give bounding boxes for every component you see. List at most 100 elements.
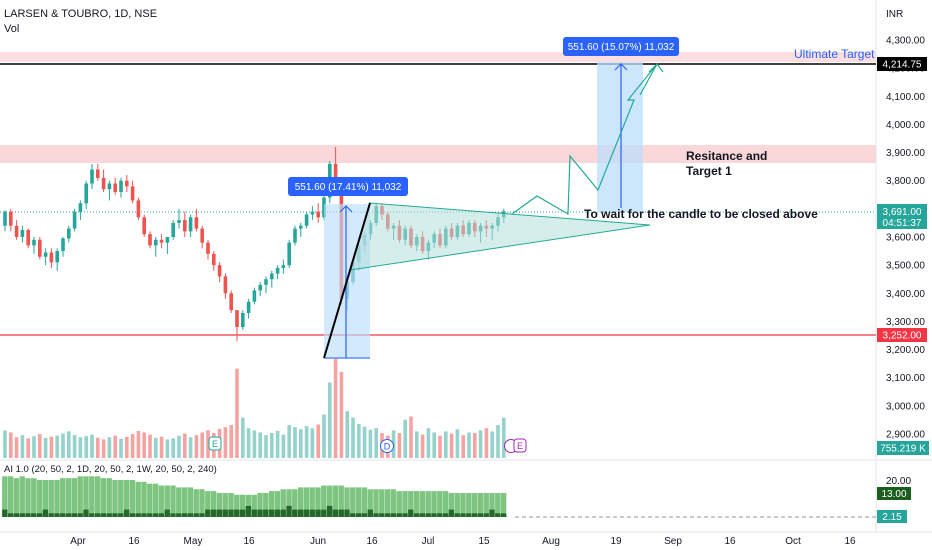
- volume-bar: [26, 438, 30, 458]
- volume-bar: [304, 426, 309, 458]
- indicator-bar: [292, 489, 298, 517]
- indicator-bar: [268, 491, 275, 517]
- candle-body: [304, 214, 309, 226]
- volume-bar: [229, 425, 233, 458]
- candle-body: [264, 279, 268, 285]
- indicator-bar-low: [210, 509, 217, 517]
- candle-body: [154, 239, 158, 246]
- candle-body: [38, 239, 42, 257]
- candle-body: [270, 273, 274, 280]
- volume-bar: [171, 438, 175, 458]
- volume-bar: [299, 429, 303, 458]
- indicator-bar-low: [454, 513, 460, 517]
- indicator-bar-low: [48, 513, 54, 517]
- indicator-bar-low: [170, 513, 176, 517]
- volume-bar: [473, 433, 477, 458]
- indicator-bar: [495, 492, 501, 517]
- indicator-bar: [228, 492, 234, 517]
- indicator-bar: [350, 487, 356, 517]
- indicator-bar-low: [413, 513, 420, 517]
- indicator-bar: [257, 492, 263, 517]
- indicator-bar-low: [466, 513, 472, 517]
- indicator-bar: [326, 485, 333, 517]
- indicator-bar-low: [297, 509, 304, 517]
- indicator-bar-low: [31, 513, 37, 517]
- indicator-bar: [332, 485, 339, 517]
- currency-label: INR: [886, 9, 903, 20]
- candle-body: [217, 265, 222, 277]
- indicator-bar-low: [274, 509, 281, 517]
- candle-body: [90, 169, 94, 184]
- candle-body: [107, 183, 112, 190]
- volume-bar: [351, 417, 355, 458]
- current-price-tag: 3,691.00: [883, 207, 922, 218]
- indicator-bar-low: [7, 513, 14, 517]
- indicator-bar: [425, 491, 431, 517]
- volume-tag: 755.219 K: [880, 444, 926, 455]
- measure-box-large[interactable]: [597, 62, 643, 212]
- volume-bar: [293, 427, 297, 458]
- price-axis[interactable]: 4,300.004,200.004,100.004,000.003,900.00…: [886, 36, 925, 441]
- volume-bar: [113, 435, 117, 458]
- price-tick-label: 4,300.00: [886, 36, 925, 47]
- candle-body: [136, 200, 141, 218]
- indicator-bar-low: [141, 513, 147, 517]
- volume-bar: [322, 414, 326, 458]
- measure-arrowhead-large: [614, 63, 628, 71]
- indicator-bar-low: [83, 509, 89, 517]
- indicator-bar-low: [286, 505, 292, 517]
- volume-bar: [200, 432, 204, 458]
- countdown-tag: 04:51:37: [883, 218, 922, 229]
- measure-label-large-bg: [563, 37, 679, 56]
- indicator-bar-low: [147, 513, 153, 517]
- indicator-label: AI 1.0 (20, 50, 2, 1D, 20, 50, 2, 1W, 20…: [4, 464, 217, 475]
- svg-text:E: E: [517, 441, 523, 451]
- indicator-bar: [36, 480, 43, 517]
- indicator-bar-low: [350, 513, 356, 517]
- candle-body: [206, 242, 210, 254]
- indicator-bar-low: [228, 509, 234, 517]
- indicator-bar-low: [355, 513, 362, 517]
- volume-bar: [3, 430, 7, 458]
- indicator-bar-low: [292, 509, 298, 517]
- target-zone: [0, 52, 876, 62]
- earnings-marker-1[interactable]: E: [208, 436, 222, 451]
- indicator-bar-low: [222, 509, 228, 517]
- indicator-bar: [210, 491, 217, 517]
- candle-body: [96, 169, 100, 178]
- earnings-marker-2[interactable]: E: [504, 438, 527, 453]
- volume-bar: [67, 431, 71, 458]
- time-axis[interactable]: Apr 16 May 16 Jun 16 Jul 15 Aug 19 Sep 16 Oct 16: [70, 536, 856, 547]
- indicator-bar-low: [106, 513, 112, 517]
- indicator-bar-low: [326, 505, 333, 517]
- svg-text:D: D: [384, 442, 391, 452]
- dividend-marker[interactable]: D: [380, 439, 394, 453]
- candle-body: [223, 276, 228, 294]
- candle-body: [188, 217, 193, 232]
- indicator-bar: [263, 492, 269, 517]
- indicator-bar: [158, 485, 165, 517]
- volume-bar: [223, 427, 228, 458]
- volume-bar: [159, 436, 164, 458]
- volume-bar: [333, 358, 338, 458]
- indicator-bar: [25, 478, 31, 517]
- time-tick-label: 16: [844, 536, 856, 547]
- candle-body: [130, 186, 135, 201]
- candle-body: [43, 252, 48, 257]
- volume-bar: [119, 438, 123, 458]
- volume-bar: [14, 437, 19, 458]
- candle-body: [3, 211, 7, 226]
- volume-bar: [438, 435, 442, 458]
- indicator-bar-low: [303, 509, 310, 517]
- volume-bar: [78, 437, 83, 458]
- volume-bar: [316, 424, 320, 458]
- volume-bar: [20, 435, 25, 458]
- indicator-bar-low: [500, 513, 507, 517]
- volume-bar: [165, 439, 170, 458]
- candle-body: [310, 211, 315, 215]
- target-price-tag: 4,214.75: [883, 60, 922, 71]
- indicator-bar-low: [65, 513, 72, 517]
- indicator-bar: [176, 487, 182, 517]
- volume-bar: [246, 428, 251, 458]
